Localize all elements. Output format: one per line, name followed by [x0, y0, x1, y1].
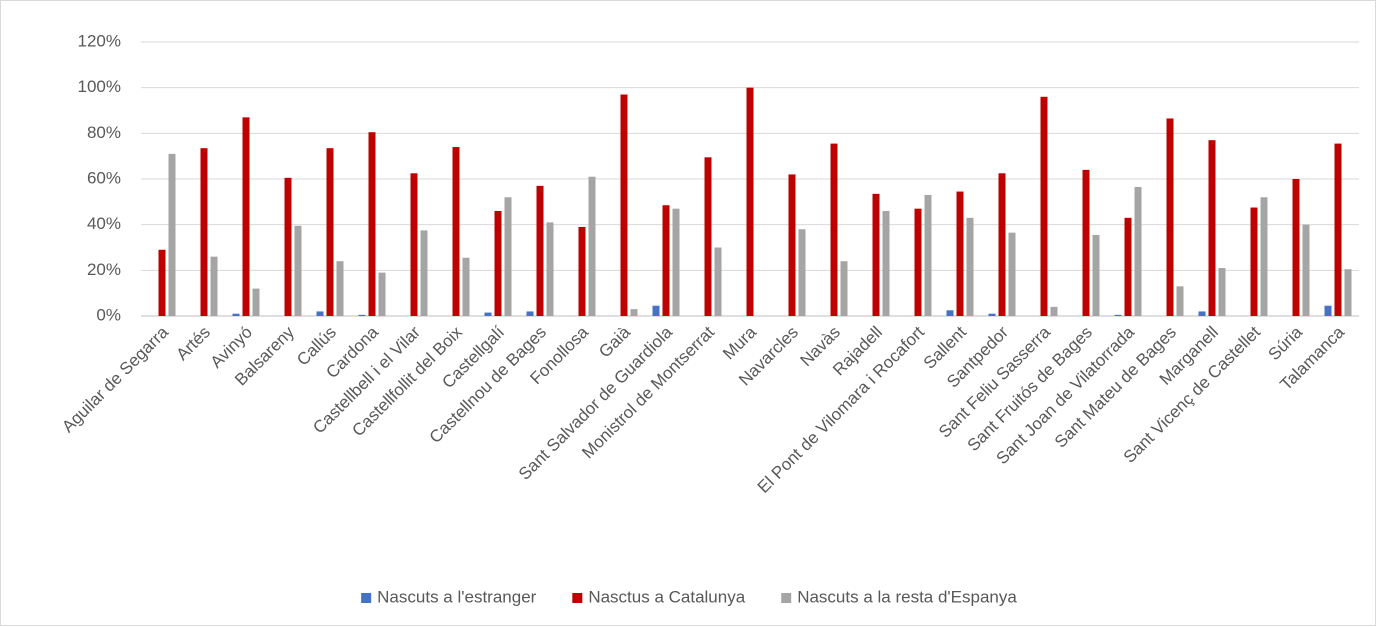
bar [210, 256, 218, 316]
bar [336, 261, 344, 316]
bar [1324, 305, 1332, 316]
bar [158, 249, 166, 316]
bar [1124, 217, 1132, 316]
bar [378, 272, 386, 316]
bar [662, 205, 670, 316]
bar [410, 173, 418, 316]
y-tick-label: 80% [87, 123, 121, 142]
bar [630, 309, 638, 316]
bar [1208, 140, 1216, 316]
bar [924, 194, 932, 316]
bar [252, 288, 260, 316]
bar [746, 87, 754, 317]
bar [546, 222, 554, 316]
bar [882, 210, 890, 316]
bar [536, 185, 544, 316]
bar [484, 312, 492, 316]
legend-label: Nascuts a l'estranger [377, 587, 536, 606]
bar [1334, 143, 1342, 316]
bar [620, 94, 628, 317]
bar [840, 261, 848, 316]
bar [830, 143, 838, 316]
bar [1260, 197, 1268, 316]
bar [588, 176, 596, 316]
bar [358, 314, 366, 316]
bar [494, 210, 502, 316]
bar [704, 157, 712, 316]
y-tick-label: 100% [78, 77, 121, 96]
y-tick-label: 60% [87, 168, 121, 187]
bar [1008, 232, 1016, 316]
bar [452, 147, 460, 316]
bar [526, 311, 534, 316]
legend-label: Nasctus a Catalunya [588, 587, 745, 606]
bar [1218, 268, 1226, 316]
bar [368, 132, 376, 316]
bar [1302, 224, 1310, 316]
bar [1050, 306, 1058, 316]
bar [242, 117, 250, 316]
bar [1198, 311, 1206, 316]
bar [326, 148, 334, 316]
bar [1250, 207, 1258, 316]
bar [966, 217, 974, 316]
bar [714, 247, 722, 316]
bar [988, 313, 996, 316]
legend-label: Nascuts a la resta d'Espanya [797, 587, 1017, 606]
bar [200, 148, 208, 316]
bar [872, 193, 880, 316]
bar [420, 230, 428, 316]
bar [504, 197, 512, 316]
bar [1166, 118, 1174, 316]
bar [578, 226, 586, 316]
y-tick-label: 20% [87, 260, 121, 279]
legend-swatch [572, 593, 583, 603]
y-tick-label: 120% [78, 31, 121, 50]
bar [798, 229, 806, 316]
bar [462, 257, 470, 316]
bar [652, 305, 660, 316]
bar [1040, 96, 1048, 316]
bar [1292, 179, 1300, 316]
bar [788, 174, 796, 316]
bar [946, 310, 954, 316]
bar [1092, 234, 1100, 316]
bar [232, 313, 240, 316]
bar [1082, 169, 1090, 316]
bar [1176, 286, 1184, 316]
bar [316, 311, 324, 316]
bar [168, 153, 176, 316]
bar [1114, 314, 1122, 316]
bar [914, 208, 922, 316]
bar [998, 173, 1006, 316]
bar [956, 191, 964, 316]
legend-swatch [361, 593, 372, 603]
legend-swatch [781, 593, 792, 603]
bar [1344, 269, 1352, 316]
bar [284, 177, 292, 316]
y-tick-label: 40% [87, 214, 121, 233]
bar [1134, 186, 1142, 316]
y-tick-label: 0% [96, 305, 121, 324]
bar [294, 225, 302, 316]
bar [672, 208, 680, 316]
